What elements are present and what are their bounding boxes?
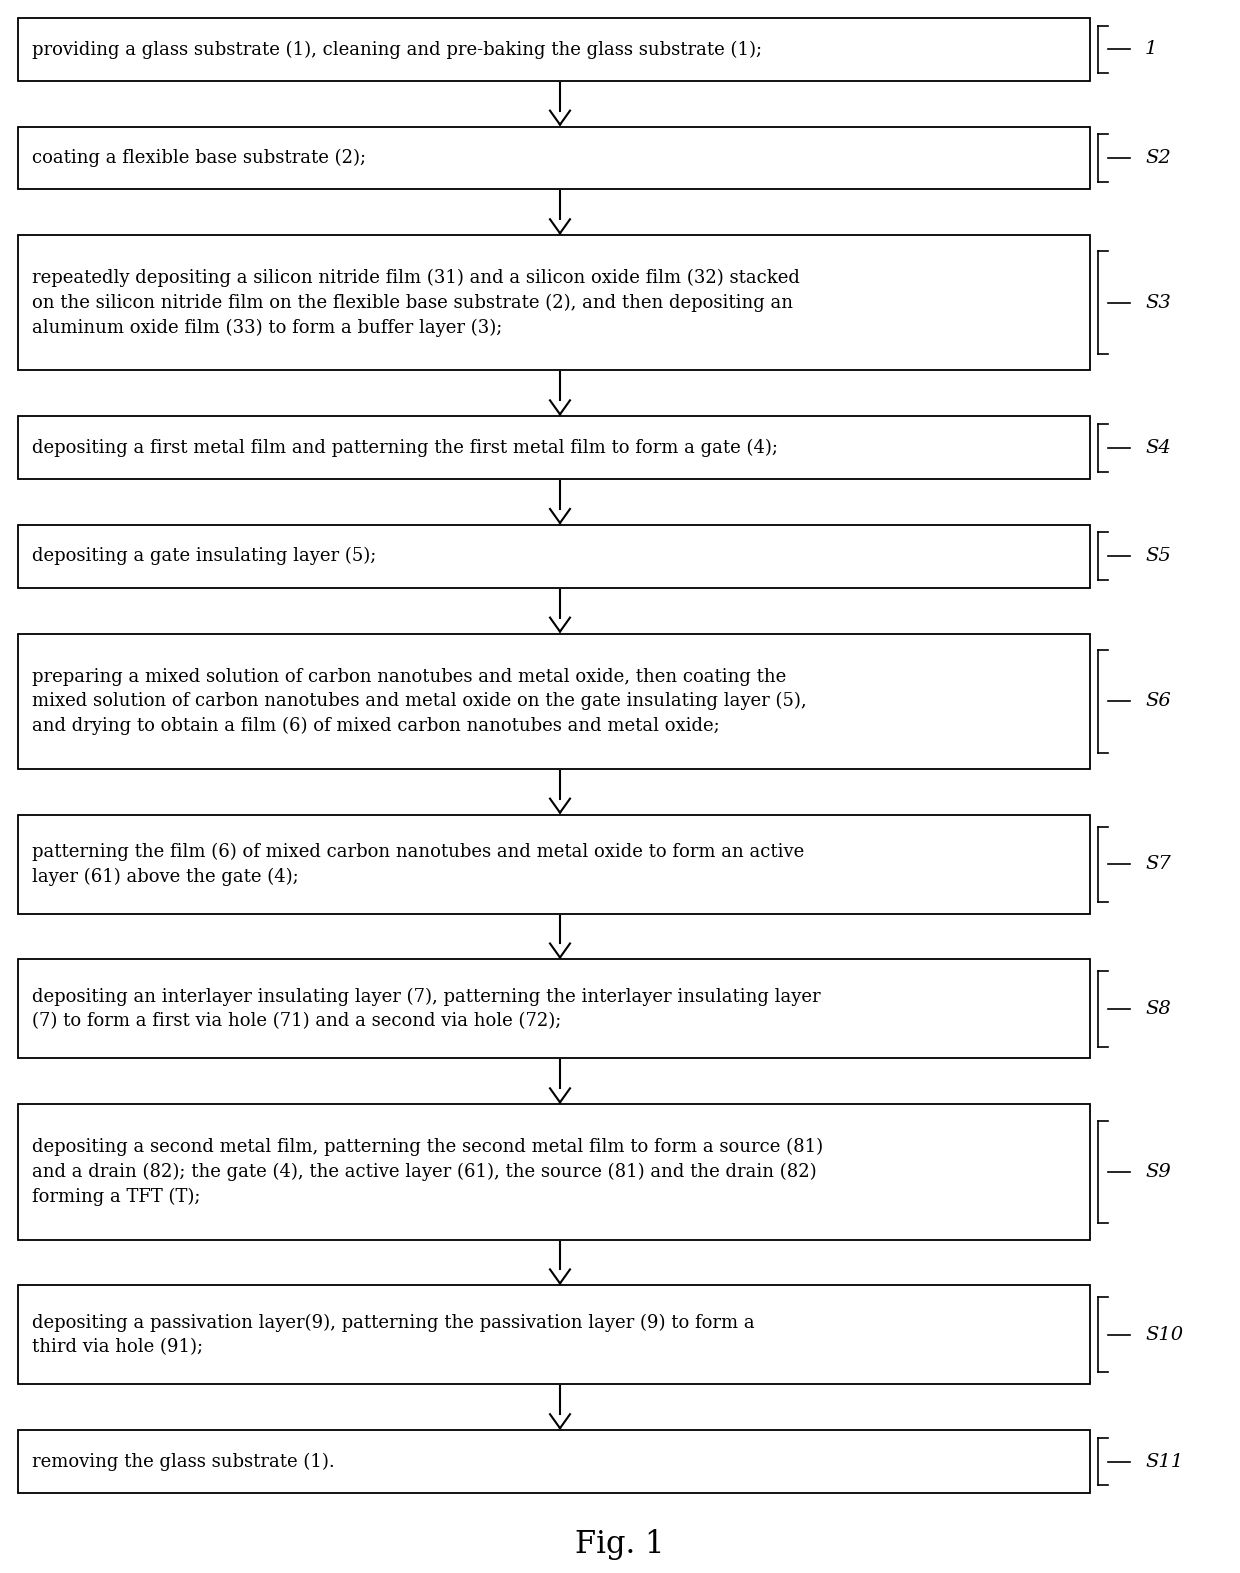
Bar — [19, 1104, 1090, 1240]
Bar — [19, 525, 1090, 588]
Bar — [19, 960, 1090, 1059]
Text: S4: S4 — [1145, 439, 1171, 456]
Text: depositing a first metal film and patterning the first metal film to form a gate: depositing a first metal film and patter… — [32, 439, 777, 456]
Bar — [19, 236, 1090, 371]
Text: S3: S3 — [1145, 294, 1171, 311]
Text: S10: S10 — [1145, 1326, 1183, 1343]
Text: depositing an interlayer insulating layer (7), patterning the interlayer insulat: depositing an interlayer insulating laye… — [32, 988, 821, 1030]
Text: S2: S2 — [1145, 149, 1171, 167]
Bar — [19, 17, 1090, 80]
Text: depositing a second metal film, patterning the second metal film to form a sourc: depositing a second metal film, patterni… — [32, 1139, 823, 1206]
Text: S8: S8 — [1145, 1000, 1171, 1018]
Text: repeatedly depositing a silicon nitride film (31) and a silicon oxide film (32) : repeatedly depositing a silicon nitride … — [32, 269, 800, 337]
Text: depositing a gate insulating layer (5);: depositing a gate insulating layer (5); — [32, 547, 377, 565]
Text: patterning the film (6) of mixed carbon nanotubes and metal oxide to form an act: patterning the film (6) of mixed carbon … — [32, 843, 805, 886]
Bar — [19, 1285, 1090, 1384]
Text: S7: S7 — [1145, 856, 1171, 873]
Text: removing the glass substrate (1).: removing the glass substrate (1). — [32, 1452, 335, 1471]
Text: S6: S6 — [1145, 692, 1171, 709]
Text: S9: S9 — [1145, 1162, 1171, 1181]
Text: Fig. 1: Fig. 1 — [575, 1529, 665, 1560]
Bar — [19, 417, 1090, 480]
Bar — [19, 127, 1090, 189]
Bar — [19, 815, 1090, 914]
Text: 1: 1 — [1145, 41, 1157, 58]
Bar — [19, 1430, 1090, 1493]
Text: depositing a passivation layer(9), patterning the passivation layer (9) to form : depositing a passivation layer(9), patte… — [32, 1313, 755, 1356]
Text: S5: S5 — [1145, 547, 1171, 565]
Text: S11: S11 — [1145, 1452, 1183, 1471]
Text: preparing a mixed solution of carbon nanotubes and metal oxide, then coating the: preparing a mixed solution of carbon nan… — [32, 667, 807, 735]
Bar — [19, 634, 1090, 769]
Text: providing a glass substrate (1), cleaning and pre-baking the glass substrate (1): providing a glass substrate (1), cleanin… — [32, 41, 763, 58]
Text: coating a flexible base substrate (2);: coating a flexible base substrate (2); — [32, 149, 366, 167]
